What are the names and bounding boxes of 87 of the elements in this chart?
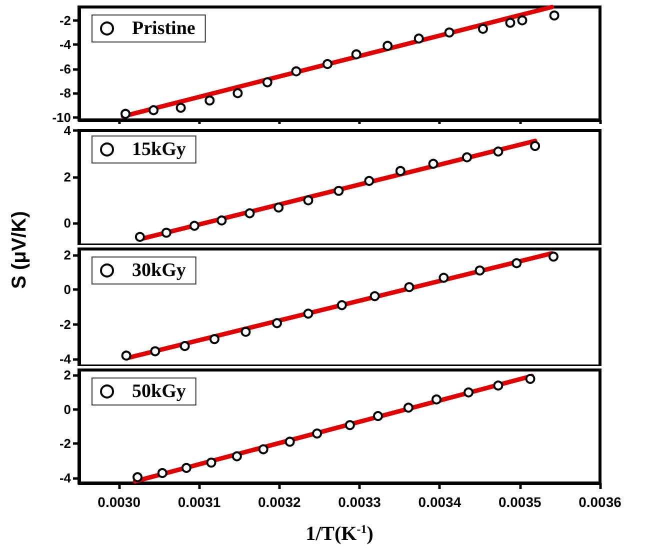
point — [244, 208, 255, 218]
point — [334, 186, 344, 196]
point — [209, 334, 220, 344]
point — [364, 176, 374, 186]
point — [525, 374, 536, 384]
point — [549, 10, 560, 20]
point — [548, 252, 559, 262]
point — [351, 49, 362, 60]
y-tick-label: 0 — [64, 216, 71, 231]
legend-label: 50kGy — [132, 381, 186, 402]
point — [493, 146, 504, 157]
point — [312, 428, 322, 439]
point — [272, 318, 282, 328]
point — [505, 18, 516, 28]
point — [336, 300, 347, 310]
legend-label: Pristine — [132, 18, 196, 39]
point — [189, 220, 200, 231]
point — [431, 394, 442, 404]
y-tick-label: -10 — [52, 110, 71, 125]
point — [428, 158, 438, 169]
legend-label: 30kGy — [132, 260, 186, 281]
x-tick-label: 0.0033 — [338, 494, 382, 510]
point — [493, 380, 504, 391]
x-tick-label: 0.0030 — [98, 494, 141, 510]
y-tick-label: -8 — [59, 86, 71, 101]
point — [382, 40, 393, 51]
point — [181, 462, 192, 473]
point — [395, 166, 406, 176]
point — [150, 346, 160, 356]
x-tick-label: 0.0032 — [258, 494, 302, 510]
point — [284, 436, 295, 447]
y-tick-label: 4 — [64, 123, 72, 138]
y-tick-label: 0 — [64, 282, 71, 298]
y-tick-label: -6 — [59, 61, 71, 76]
point — [478, 24, 488, 34]
point — [157, 468, 168, 478]
point — [322, 59, 332, 70]
y-tick-label: -4 — [59, 37, 72, 52]
legend-label: 15kGy — [132, 139, 186, 160]
point — [303, 308, 314, 319]
y-tick-label: -4 — [59, 352, 72, 367]
point — [132, 472, 143, 482]
x-tick-label: 0.0031 — [178, 494, 221, 510]
y-axis-title: S (μV/K) — [8, 211, 32, 289]
point — [404, 282, 414, 292]
point — [370, 291, 380, 302]
point — [438, 272, 449, 283]
y-tick-label: -2 — [59, 436, 71, 452]
y-tick-label: 2 — [64, 368, 71, 383]
x-tick-label: 0.0035 — [498, 494, 542, 510]
point — [344, 420, 355, 430]
point — [517, 15, 528, 26]
point — [530, 141, 540, 151]
point — [291, 66, 302, 76]
point — [462, 152, 472, 162]
point — [274, 202, 284, 213]
point — [121, 350, 132, 361]
y-tick-label: 2 — [64, 248, 71, 263]
x-tick-label: 0.0036 — [578, 494, 622, 510]
point — [134, 232, 145, 242]
point — [444, 28, 454, 38]
y-tick-label: -4 — [59, 470, 72, 486]
point — [206, 458, 216, 468]
y-tick-label: 2 — [64, 169, 71, 184]
y-tick-label: 0 — [64, 402, 71, 417]
point — [303, 195, 314, 206]
point — [262, 77, 272, 88]
point — [176, 102, 186, 113]
y-tick-label: -2 — [59, 316, 71, 332]
point — [232, 451, 242, 462]
point — [414, 34, 424, 44]
point — [372, 411, 383, 422]
y-tick-label: -2 — [59, 12, 71, 28]
point — [512, 258, 522, 268]
point — [403, 402, 414, 413]
x-tick-label: 0.0034 — [418, 494, 462, 510]
point — [232, 88, 243, 98]
point — [148, 105, 159, 116]
point — [180, 341, 190, 352]
point — [240, 326, 251, 337]
point — [258, 444, 268, 454]
point — [464, 387, 474, 398]
point — [204, 96, 215, 106]
point — [161, 228, 172, 238]
point — [474, 265, 485, 276]
point — [216, 215, 227, 226]
point — [120, 108, 130, 119]
